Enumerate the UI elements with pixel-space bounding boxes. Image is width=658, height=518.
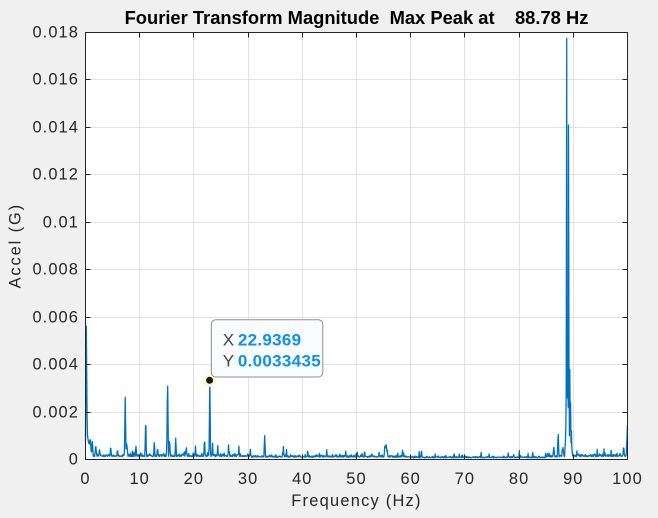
svg-text:60: 60 bbox=[400, 470, 420, 488]
svg-text:30: 30 bbox=[238, 470, 258, 488]
svg-text:Accel (G): Accel (G) bbox=[7, 203, 25, 288]
svg-text:Fourier Transform Magnitude M: Fourier Transform Magnitude Max Peak at … bbox=[125, 7, 589, 28]
svg-text:0: 0 bbox=[69, 451, 79, 469]
svg-text:0.002: 0.002 bbox=[32, 404, 79, 422]
svg-text:0.008: 0.008 bbox=[32, 261, 79, 279]
svg-text:X 22.9369: X 22.9369 bbox=[223, 330, 302, 349]
svg-text:20: 20 bbox=[184, 470, 204, 488]
svg-text:100: 100 bbox=[612, 470, 643, 488]
svg-text:0.006: 0.006 bbox=[32, 309, 79, 327]
svg-text:90: 90 bbox=[563, 470, 583, 488]
svg-text:Frequency (Hz): Frequency (Hz) bbox=[291, 492, 421, 510]
svg-text:0.012: 0.012 bbox=[32, 166, 79, 184]
svg-text:50: 50 bbox=[346, 470, 366, 488]
svg-text:Y 0.0033435: Y 0.0033435 bbox=[223, 351, 321, 370]
svg-text:0: 0 bbox=[80, 470, 90, 488]
svg-text:0.004: 0.004 bbox=[32, 356, 79, 374]
svg-text:0.018: 0.018 bbox=[32, 24, 79, 42]
svg-text:40: 40 bbox=[292, 470, 312, 488]
svg-text:70: 70 bbox=[455, 470, 475, 488]
svg-text:0.01: 0.01 bbox=[43, 214, 79, 232]
svg-text:80: 80 bbox=[509, 470, 529, 488]
svg-text:10: 10 bbox=[129, 470, 149, 488]
svg-text:0.014: 0.014 bbox=[32, 119, 79, 137]
svg-text:0.016: 0.016 bbox=[32, 71, 79, 89]
